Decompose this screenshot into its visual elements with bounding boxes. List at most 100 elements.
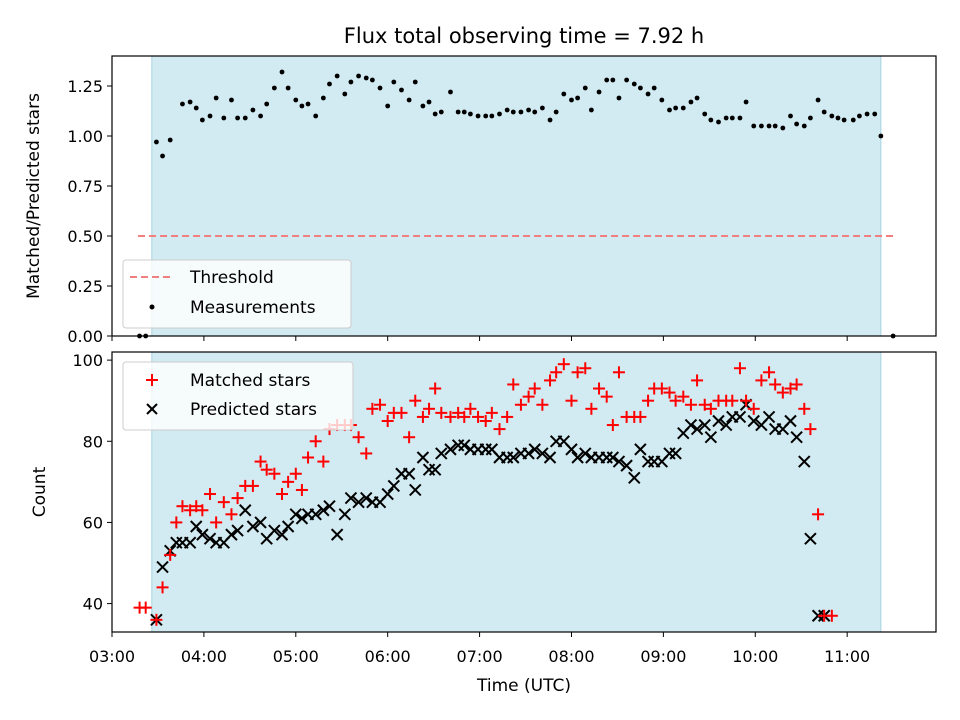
measurement-point (455, 109, 461, 115)
measurement-point (857, 113, 862, 119)
predicted-star-point (275, 528, 289, 541)
matched-star-point (593, 382, 606, 395)
predicted-star-stroke (536, 447, 549, 460)
matched-star-point (289, 467, 302, 480)
measurement-point (526, 107, 531, 113)
predicted-star-stroke (698, 418, 711, 432)
measurement-point (575, 95, 581, 101)
bottom-legend-matched-label: Matched stars (190, 371, 310, 391)
bottom-legend: Matched stars Predicted stars (122, 361, 354, 431)
predicted-star-point (281, 520, 295, 533)
measurement-point (250, 107, 256, 113)
predicted-star-point (579, 447, 592, 460)
matched-star-point (501, 410, 514, 423)
predicted-star-stroke (323, 499, 336, 513)
predicted-star-stroke (784, 414, 797, 428)
matched-star-point (196, 504, 209, 517)
matched-star-point (565, 394, 578, 407)
measurement-point (264, 101, 270, 107)
top-legend: Threshold Measurements (122, 259, 352, 329)
measurement-point (815, 97, 821, 103)
measurement-point (751, 123, 757, 129)
top-axes-frame (111, 55, 937, 337)
bottom-y-label: Count (30, 466, 50, 517)
matched-star-point (452, 406, 465, 419)
matched-star-point (403, 431, 416, 444)
predicted-star-point (381, 487, 394, 501)
predicted-star-stroke (360, 491, 373, 505)
measurement-point (235, 115, 240, 121)
bottom-y-tick-label: 60 (83, 513, 103, 532)
top-y-tick-label: 0.50 (67, 227, 103, 246)
measurement-point (708, 117, 714, 123)
matched-star-point (514, 398, 527, 411)
top-points (137, 69, 896, 339)
measurement-point (426, 99, 432, 105)
measurement-point (872, 111, 878, 117)
measurement-point (271, 85, 277, 91)
bottom-y-tick-label: 100 (72, 351, 103, 370)
predicted-star-stroke (719, 418, 733, 432)
measurement-point (242, 115, 248, 121)
predicted-star-point (571, 451, 584, 464)
measurement-point (279, 69, 285, 75)
predicted-star-point (712, 414, 725, 428)
matched-star-point (804, 423, 817, 436)
predicted-star-stroke (190, 520, 203, 533)
matched-star-point (557, 358, 570, 371)
matched-star-point (691, 374, 704, 387)
measurement-point (561, 91, 567, 97)
predicted-star-stroke (485, 443, 499, 456)
measurement-point (638, 85, 643, 91)
matched-star-point (733, 362, 746, 375)
measurement-point (467, 111, 473, 117)
predicted-star-point (804, 532, 817, 545)
measurement-point (547, 117, 553, 123)
measurement-point (772, 123, 778, 129)
measurement-point (377, 85, 383, 91)
predicted-star-point (402, 467, 416, 480)
measurement-point (864, 111, 870, 117)
matched-star-point (544, 374, 557, 387)
predicted-star-stroke (275, 528, 289, 541)
predicted-star-point (704, 431, 718, 444)
matched-star-point (302, 451, 315, 464)
predicted-star-point (733, 410, 747, 424)
measurement-point (489, 113, 495, 119)
measurement-point (285, 85, 291, 91)
measurement-point (438, 109, 444, 115)
matched-star-point (139, 601, 152, 614)
measurement-point (258, 113, 263, 119)
predicted-star-stroke (790, 431, 803, 444)
measurement-point (758, 123, 764, 129)
bottom-legend-predicted-label: Predicted stars (190, 400, 317, 420)
predicted-star-stroke (402, 467, 416, 480)
matched-star-point (366, 402, 379, 415)
measurement-point (850, 117, 856, 123)
bottom-y-tick-label: 40 (83, 595, 103, 614)
matched-star-point (464, 402, 477, 415)
matched-star-point (769, 378, 782, 391)
measurement-point (673, 105, 679, 111)
matched-star-point (374, 398, 387, 411)
measurement-point (631, 81, 637, 87)
matched-star-point (790, 378, 803, 391)
predicted-star-point (719, 418, 733, 432)
top-y-tick-label: 1.25 (67, 77, 103, 96)
matched-star-point (522, 390, 535, 403)
measurement-point (616, 95, 622, 101)
predicted-star-stroke (704, 431, 718, 444)
measurement-point (187, 99, 193, 105)
matched-star-point (295, 483, 308, 496)
predicted-star-point (338, 508, 352, 521)
measurement-point (334, 73, 340, 79)
predicted-star-stroke (156, 560, 169, 574)
predicted-star-stroke (444, 443, 457, 456)
predicted-star-point (239, 504, 252, 517)
matched-star-point (423, 402, 436, 415)
predicted-star-stroke (409, 483, 422, 497)
predicted-star-point (690, 422, 704, 436)
predicted-star-stroke (606, 451, 620, 464)
top-legend-measurements-label: Measurements (190, 298, 316, 318)
measurement-point (532, 109, 538, 115)
